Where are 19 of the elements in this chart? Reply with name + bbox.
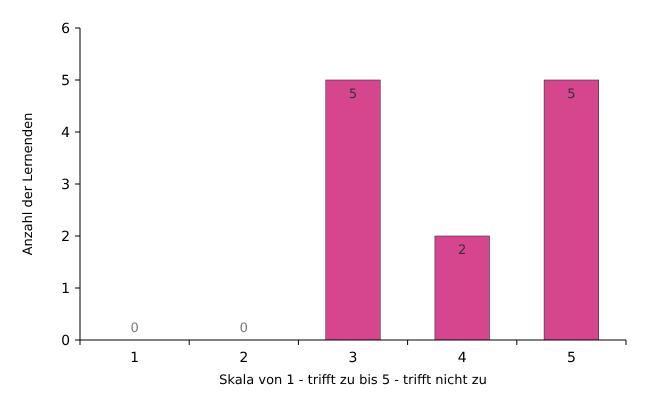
data-label: 0 (130, 321, 139, 336)
data-label: 5 (348, 87, 358, 102)
x-tick-label: 2 (239, 350, 248, 366)
y-tick-label: 2 (61, 228, 70, 245)
y-tick-label: 6 (61, 20, 70, 37)
y-tick-label: 0 (61, 332, 70, 349)
x-tick-label: 4 (458, 350, 467, 366)
x-tick-label: 1 (130, 350, 140, 366)
data-label: 0 (240, 321, 248, 336)
x-axis-title: Skala von 1 - trifft zu bis 5 - trifft nicht zu (219, 373, 487, 388)
data-label: 2 (458, 243, 466, 258)
x-tick-label: 3 (348, 350, 358, 366)
data-label: 5 (567, 87, 576, 102)
y-tick-label: 3 (61, 176, 70, 193)
x-tick-label: 5 (566, 350, 576, 366)
y-tick-label: 5 (61, 72, 70, 89)
y-tick-label: 4 (61, 124, 70, 141)
y-tick-label: 1 (61, 280, 70, 297)
y-axis-title: Anzahl der Lernenden (21, 112, 36, 256)
